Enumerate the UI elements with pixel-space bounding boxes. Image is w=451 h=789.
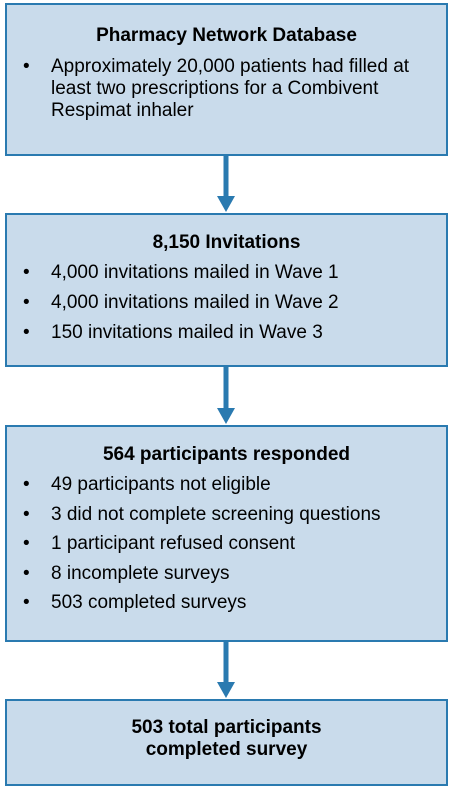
bullet-text: Approximately 20,000 patients had filled… xyxy=(51,56,410,121)
list-item: • 1 participant refused consent xyxy=(7,533,446,555)
bullet-text: 8 incomplete surveys xyxy=(51,562,230,584)
box-title-line: 503 total participants xyxy=(131,717,322,738)
bullet-marker: • xyxy=(23,56,30,77)
list-item: • Approximately 20,000 patients had fill… xyxy=(7,56,446,122)
list-item: • 3 did not complete screening questions xyxy=(7,504,446,526)
bullet-marker: • xyxy=(23,322,30,343)
bullet-text: 3 did not complete screening questions xyxy=(51,503,381,525)
bullet-marker: • xyxy=(23,292,30,313)
bullet-marker: • xyxy=(23,533,30,554)
box-title-line: completed survey xyxy=(145,739,308,760)
bullet-marker: • xyxy=(23,503,30,525)
flow-box-pharmacy-database: Pharmacy Network Database • Approximatel… xyxy=(5,3,448,156)
flow-box-responses: 564 participants responded • 49 particip… xyxy=(5,425,448,642)
list-item: • 150 invitations mailed in Wave 3 xyxy=(7,322,446,344)
flow-box-completed: 503 total participants completed survey xyxy=(5,699,448,786)
list-item: • 4,000 invitations mailed in Wave 1 xyxy=(7,262,446,284)
bullet-marker: • xyxy=(23,592,30,613)
bullet-marker: • xyxy=(23,474,30,495)
bullet-marker: • xyxy=(23,262,30,283)
bullet-text: 49 participants not eligible xyxy=(51,474,271,495)
bullet-text: 4,000 invitations mailed in Wave 2 xyxy=(51,292,339,313)
down-arrow-icon xyxy=(217,156,235,212)
flow-arrow-2 xyxy=(0,367,451,425)
down-arrow-icon xyxy=(217,642,235,698)
bullet-text: 503 completed surveys xyxy=(51,592,247,613)
down-arrow-icon xyxy=(217,367,235,424)
box-title: 503 total participants completed survey xyxy=(7,717,446,761)
bullet-text: 150 invitations mailed in Wave 3 xyxy=(51,322,323,343)
list-item: • 503 completed surveys xyxy=(7,592,446,614)
bullet-marker: • xyxy=(23,562,30,584)
box-title: 564 participants responded xyxy=(102,444,351,465)
bullet-list: • Approximately 20,000 patients had fill… xyxy=(7,56,446,122)
flow-box-invitations: 8,150 Invitations • 4,000 invitations ma… xyxy=(5,213,448,367)
list-item: • 49 participants not eligible xyxy=(7,474,446,496)
list-item: • 4,000 invitations mailed in Wave 2 xyxy=(7,292,446,314)
box-title: Pharmacy Network Database xyxy=(96,25,357,46)
box-title: 8,150 Invitations xyxy=(152,232,301,253)
bullet-list: • 4,000 invitations mailed in Wave 1 • 4… xyxy=(7,262,446,344)
bullet-list: • 49 participants not eligible • 3 did n… xyxy=(7,474,446,614)
bullet-text: 4,000 invitations mailed in Wave 1 xyxy=(51,262,339,283)
list-item: • 8 incomplete surveys xyxy=(7,563,446,585)
flow-arrow-1 xyxy=(0,156,451,213)
flow-arrow-3 xyxy=(0,642,451,699)
bullet-text: 1 participant refused consent xyxy=(51,533,295,554)
